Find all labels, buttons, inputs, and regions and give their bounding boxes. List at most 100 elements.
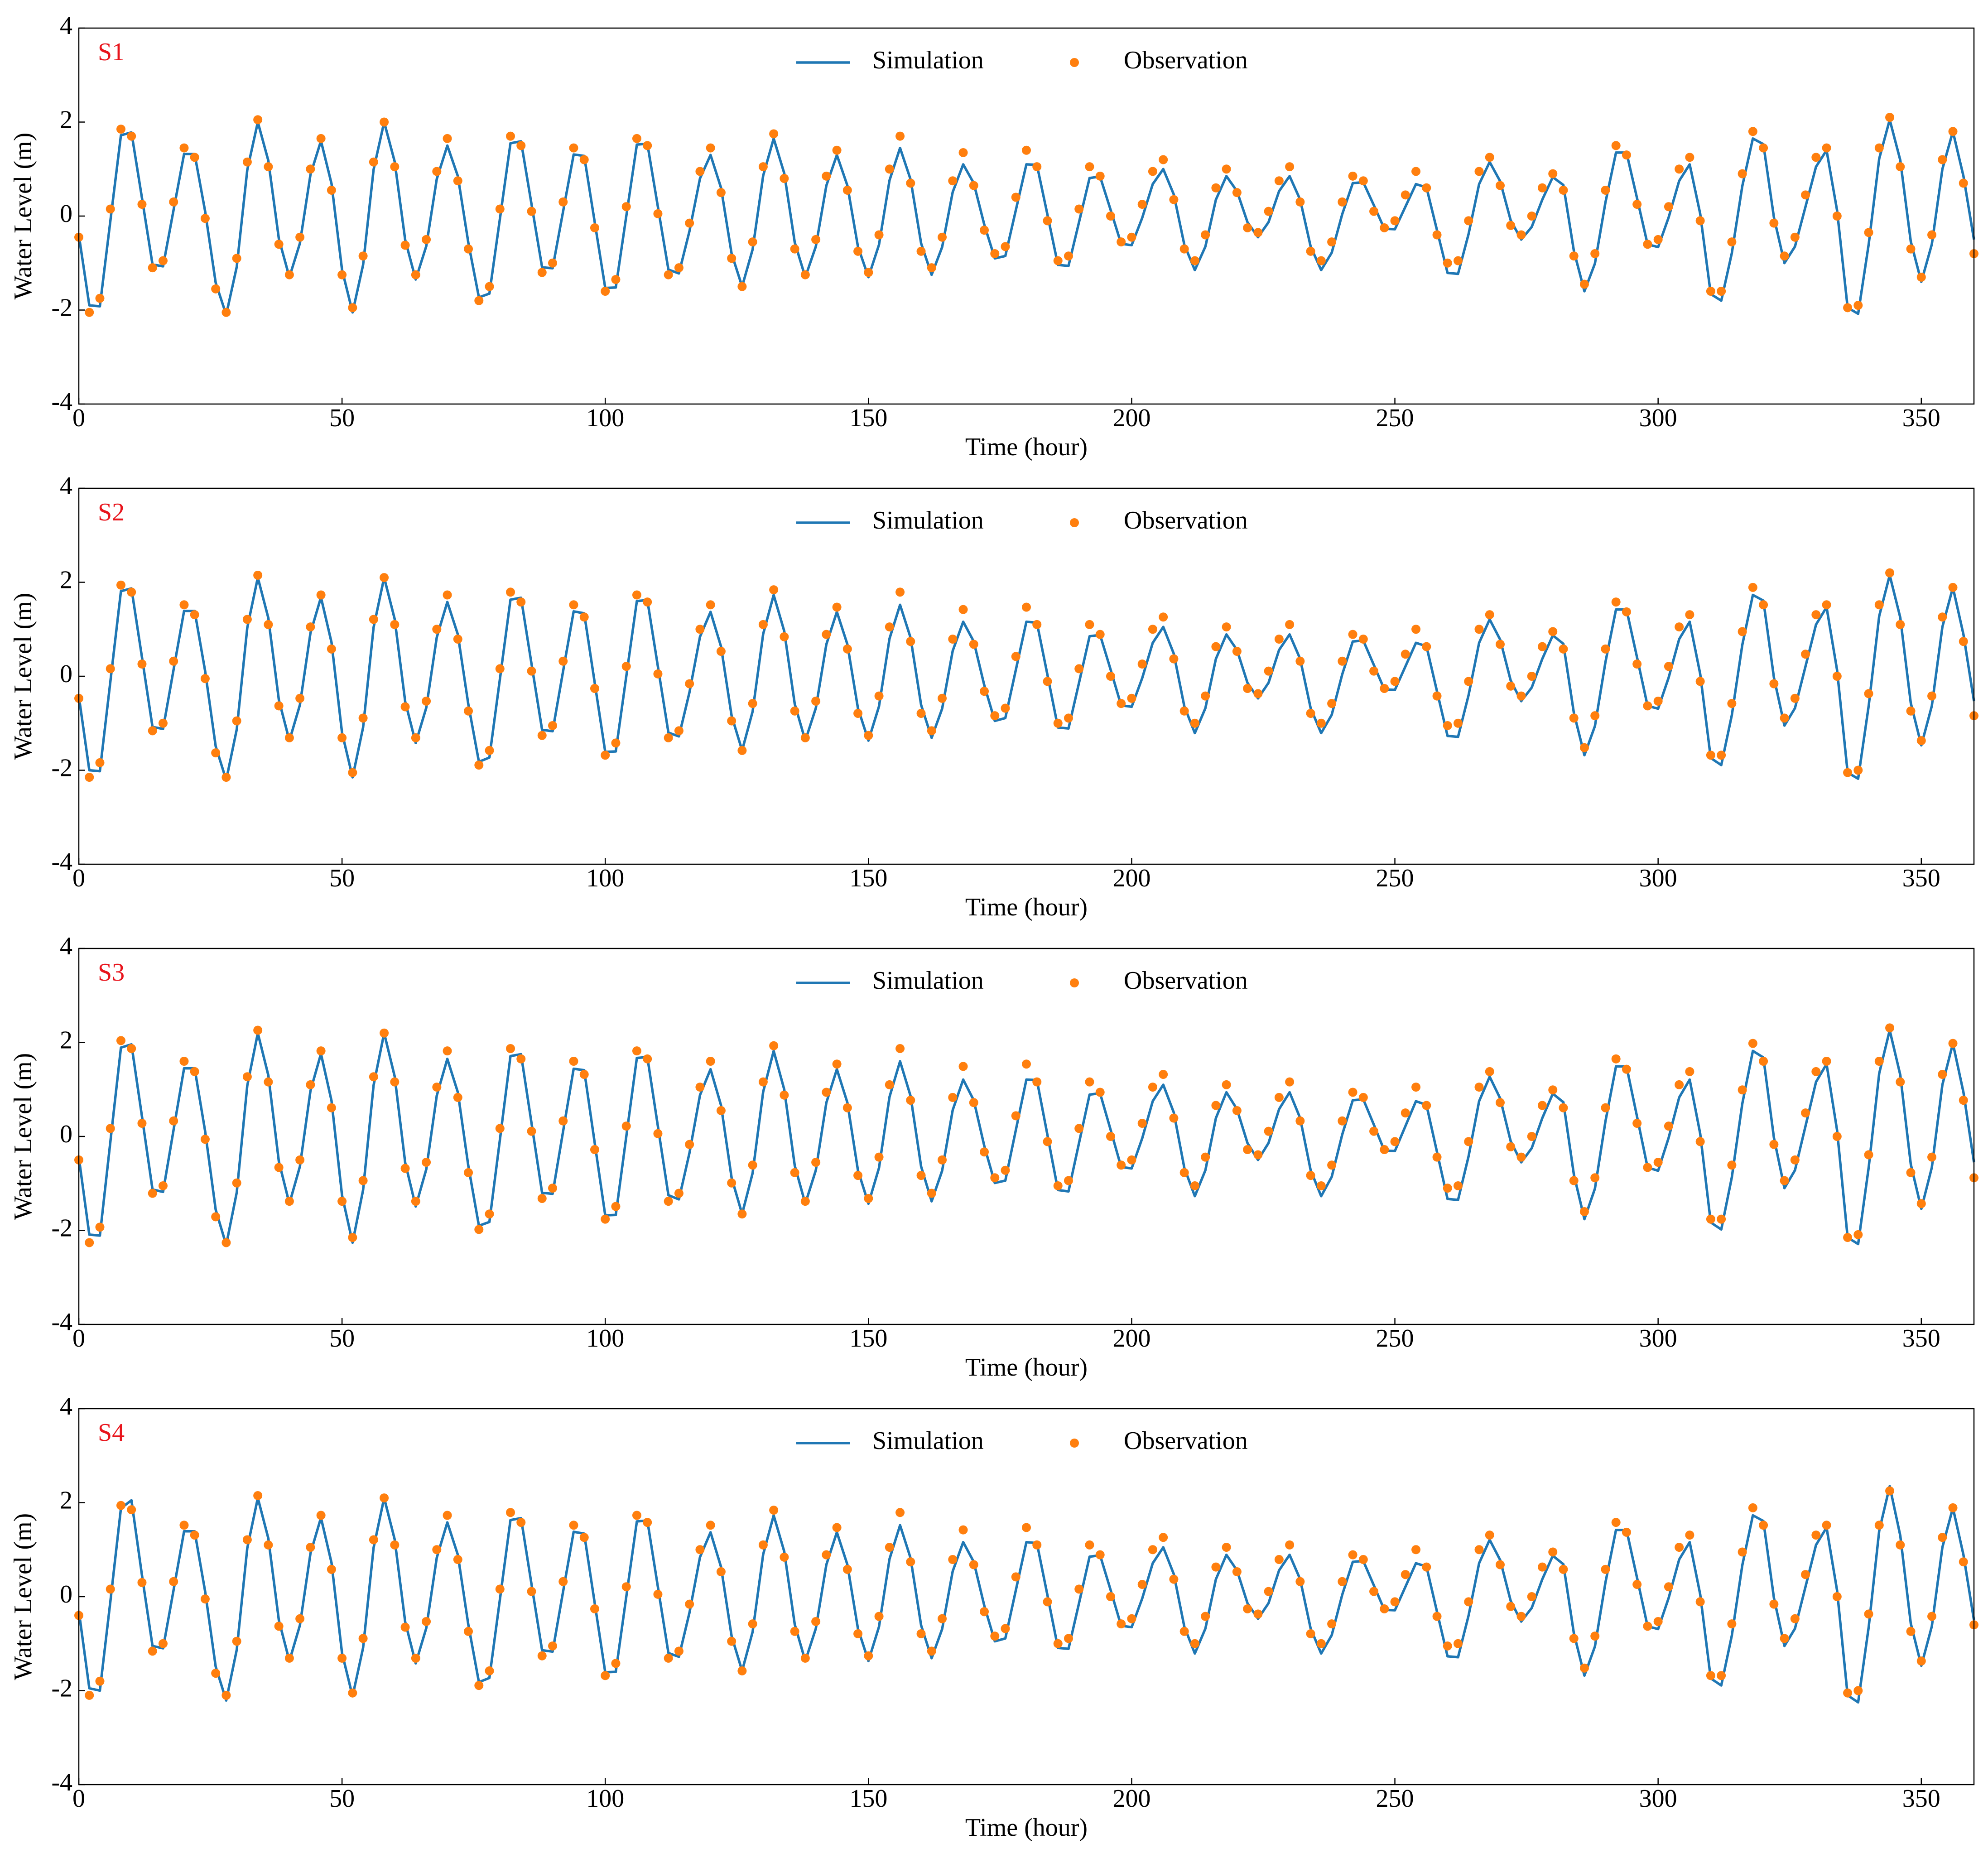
observation-point	[1832, 212, 1842, 221]
observation-point	[1938, 612, 1947, 622]
observation-point	[190, 610, 199, 620]
observation-point	[432, 625, 442, 634]
observation-point	[822, 630, 831, 639]
observation-point	[495, 1124, 505, 1133]
observation-point	[1074, 204, 1084, 214]
observation-point	[1064, 713, 1073, 723]
observation-point	[1474, 1545, 1484, 1555]
observation-point	[1959, 178, 1968, 188]
observation-point	[1769, 1599, 1779, 1609]
observation-point	[569, 1057, 578, 1066]
observation-point	[1358, 1555, 1368, 1564]
observation-point	[842, 185, 852, 195]
observation-point	[158, 718, 168, 728]
observation-point	[1232, 1106, 1242, 1115]
observation-point	[464, 244, 473, 254]
observation-point	[1159, 1070, 1168, 1079]
observation-point	[284, 1197, 294, 1206]
observation-point	[464, 1168, 473, 1177]
observation-point	[811, 1158, 821, 1167]
observation-point	[790, 706, 799, 716]
x-tick-label: 50	[329, 1324, 355, 1352]
observation-point	[253, 1025, 263, 1035]
observation-point	[1190, 256, 1199, 265]
observation-point	[1422, 642, 1431, 651]
observation-point	[443, 134, 452, 143]
observation-point	[1506, 221, 1516, 230]
observation-point	[1327, 1619, 1337, 1629]
observation-point	[1327, 699, 1337, 708]
observation-point	[411, 1653, 420, 1663]
observation-point	[1274, 1555, 1284, 1564]
observation-point	[400, 241, 410, 250]
observation-point	[853, 708, 863, 718]
observation-point	[485, 1666, 494, 1675]
observation-point	[579, 1070, 589, 1079]
observation-point	[1874, 1057, 1884, 1066]
observation-point	[337, 1653, 347, 1663]
observation-point	[874, 230, 884, 240]
x-axis-label: Time (hour)	[965, 433, 1088, 461]
observation-point	[1748, 127, 1757, 136]
observation-point	[85, 773, 94, 782]
observation-point	[1675, 1543, 1684, 1552]
observation-point	[1601, 1103, 1610, 1112]
observation-point	[748, 237, 757, 247]
observation-point	[885, 164, 894, 174]
observation-point	[1927, 1152, 1937, 1162]
observation-point	[1569, 1634, 1579, 1643]
observation-point	[727, 716, 736, 726]
observation-point	[1748, 1039, 1757, 1048]
observation-point	[853, 1171, 863, 1180]
observation-point	[1885, 113, 1895, 122]
y-tick-label: 2	[60, 566, 72, 594]
observation-point	[1022, 1523, 1031, 1532]
observation-point	[1579, 279, 1589, 289]
observation-point	[1422, 1101, 1431, 1110]
observation-point	[716, 1106, 726, 1115]
simulation-line	[77, 1485, 1975, 1704]
observation-point	[1601, 1564, 1610, 1574]
panel-title: S3	[98, 958, 125, 987]
observation-point	[1485, 1531, 1494, 1540]
observation-point	[337, 1197, 347, 1206]
observation-point	[337, 733, 347, 742]
observation-point	[1411, 1083, 1421, 1092]
observation-point	[1896, 1077, 1905, 1087]
observation-point	[895, 1508, 905, 1517]
observation-point	[1432, 1612, 1442, 1621]
observation-point	[916, 1629, 926, 1638]
observation-point	[232, 1178, 241, 1188]
x-tick-label: 0	[72, 1324, 85, 1352]
observation-point	[1222, 164, 1231, 174]
observation-point	[1780, 1176, 1789, 1185]
observation-point	[1464, 216, 1473, 226]
observation-point	[495, 204, 505, 214]
simulation-line	[77, 574, 1975, 782]
observation-point	[1022, 145, 1031, 155]
observation-point	[980, 1147, 989, 1157]
observation-point	[1179, 706, 1189, 716]
observation-point	[895, 131, 905, 141]
observation-point	[200, 674, 210, 683]
panel-title: S4	[98, 1419, 125, 1447]
plot-frame	[78, 1408, 1975, 1786]
observation-point	[1664, 1582, 1673, 1592]
observation-point	[780, 632, 789, 641]
observation-point	[706, 1521, 715, 1530]
observation-point	[590, 1604, 599, 1613]
observation-point	[1201, 691, 1210, 701]
observation-point	[1243, 223, 1252, 232]
observation-point	[1695, 1137, 1705, 1146]
y-tick-label: 0	[60, 660, 72, 688]
observation-point	[1295, 656, 1305, 666]
observation-point	[695, 1083, 705, 1092]
observation-point	[1222, 622, 1231, 632]
observation-point	[885, 1543, 894, 1552]
observation-point	[737, 282, 747, 291]
observation-point	[864, 268, 873, 277]
observation-point	[1632, 1580, 1642, 1589]
observation-point	[695, 625, 705, 634]
observation-point	[1864, 1609, 1873, 1619]
panel: 0 50 100 150 200 250 300 350 -4 -2 0 2 4 Time (hour) W…	[9, 1392, 1978, 1842]
